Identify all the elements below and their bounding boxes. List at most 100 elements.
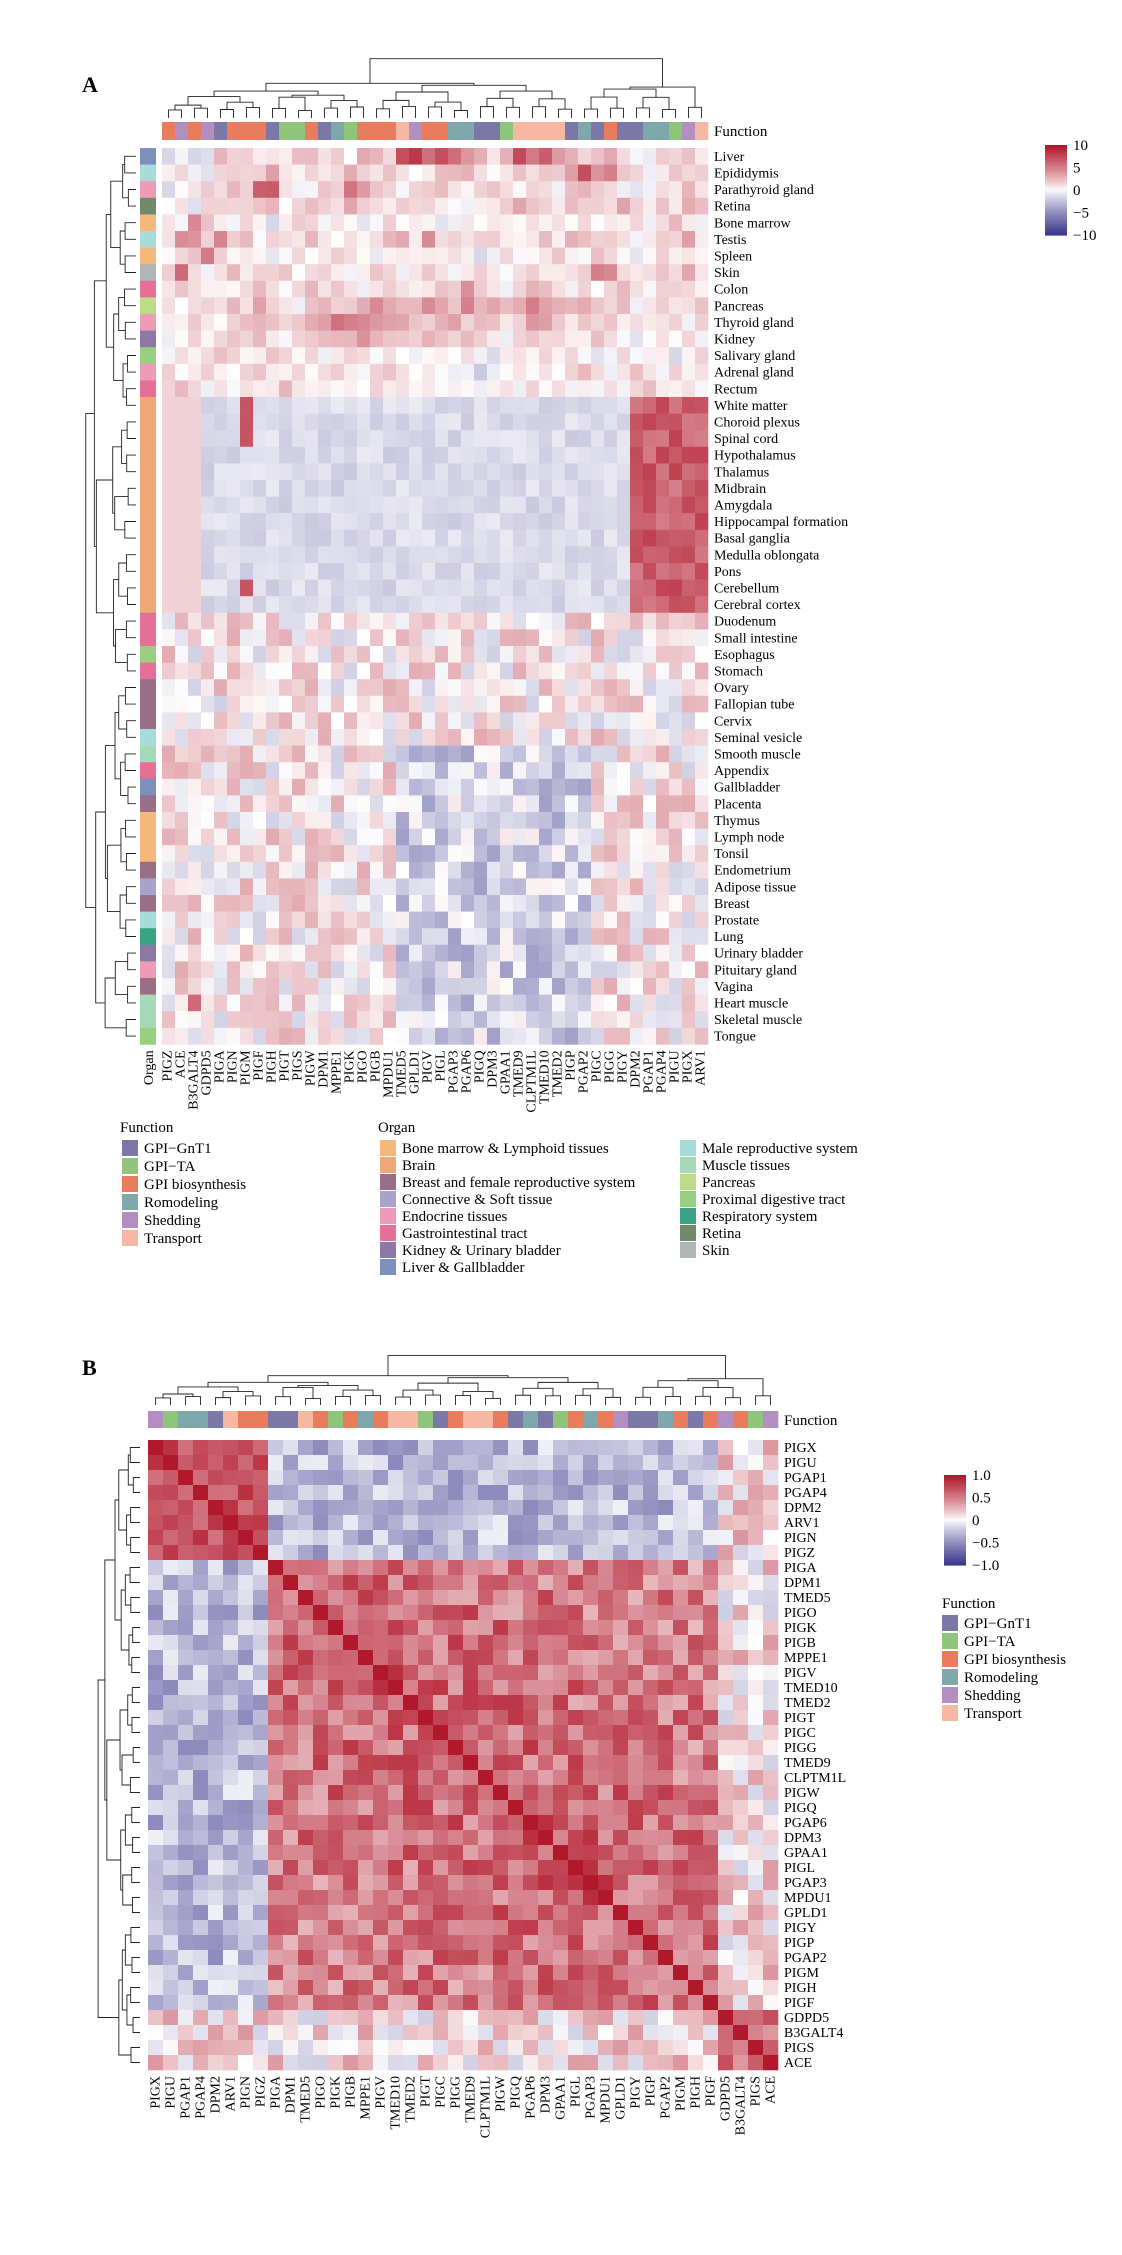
heatmap-cell [396,280,410,298]
heatmap-cell [508,1635,524,1651]
heatmap-cell [448,778,462,796]
heatmap-cell [305,895,319,912]
heatmap-cell [214,812,228,829]
heatmap-cell [328,1755,344,1771]
heatmap-cell [748,1800,764,1816]
heatmap-cell [526,480,540,497]
heatmap-cell [568,1545,584,1561]
heatmap-cell [422,496,436,514]
heatmap-cell [568,2010,584,2026]
heatmap-cell [162,695,176,713]
heatmap-cell [448,1785,464,1801]
heatmap-cell [163,1515,179,1531]
heatmap-cell [331,845,345,863]
heatmap-cell [253,2010,269,2026]
heatmap-cell [240,1027,254,1045]
row-label: Kidney [714,333,755,348]
heatmap-cell [175,994,189,1012]
heatmap-cell [279,612,293,630]
heatmap-cell [344,363,358,381]
heatmap-cell [318,496,332,514]
heatmap-cell [763,1635,779,1651]
row-label: GDPD5 [784,2011,829,2026]
heatmap-cell [357,944,371,962]
heatmap-cell [630,413,644,431]
heatmap-cell [201,1011,215,1029]
heatmap-cell [253,1530,269,1546]
column-label: PIGN [226,1050,241,1083]
heatmap-cell [433,1980,449,1996]
heatmap-cell [279,347,293,365]
heatmap-cell [513,629,527,647]
heatmap-cell [613,1905,629,1921]
heatmap-cell [553,1530,569,1546]
heatmap-cell [148,1635,164,1651]
heatmap-cell [513,181,527,199]
heatmap-cell [448,895,462,912]
heatmap-cell [591,662,605,680]
heatmap-cell [598,2040,614,2056]
heatmap-cell [513,695,527,713]
heatmap-cell [313,1815,329,1831]
heatmap-cell [240,729,254,746]
heatmap-cell [583,1635,599,1651]
heatmap-cell [279,695,293,713]
heatmap-cell [305,861,319,879]
heatmap-cell [448,1605,464,1621]
heatmap-cell [283,1635,299,1651]
heatmap-cell [188,247,202,265]
heatmap-cell [613,1635,629,1651]
heatmap-cell [175,895,189,912]
heatmap-cell [643,646,657,663]
heatmap-cell [718,1755,734,1771]
heatmap-cell [513,247,527,265]
heatmap-cell [578,148,592,165]
heatmap-cell [474,563,488,580]
heatmap-cell [298,1605,314,1621]
heatmap-cell [331,911,345,929]
heatmap-cell [403,1440,419,1456]
heatmap-cell [748,1770,764,1786]
heatmap-cell [214,430,228,448]
heatmap-cell [318,280,332,298]
heatmap-cell [403,1920,419,1936]
heatmap-cell [643,1755,659,1771]
heatmap-cell [227,264,241,282]
row-label: White matter [714,399,788,414]
heatmap-cell [539,994,553,1012]
heatmap-cell [238,1500,254,1516]
heatmap-cell [463,1905,479,1921]
dendrogram-branch [291,94,345,101]
heatmap-cell [435,778,449,796]
legend-item-label: Endocrine tissues [402,1209,508,1225]
heatmap-cell [178,1755,194,1771]
heatmap-cell [279,148,293,165]
heatmap-cell [318,646,332,663]
dendrogram-branch [126,421,136,439]
heatmap-cell [568,1830,584,1846]
heatmap-cell [373,1590,389,1606]
heatmap-cell [474,845,488,863]
heatmap-cell [208,2010,224,2026]
heatmap-cell [238,1950,254,1966]
heatmap-cell [604,347,618,365]
heatmap-cell [526,679,540,697]
heatmap-cell [552,762,566,780]
heatmap-cell [526,812,540,829]
dendrogram-branch [132,1477,140,1493]
function-annotation-cell [396,122,410,140]
heatmap-cell [175,729,189,746]
heatmap-cell [463,1740,479,1756]
heatmap-cell [763,1620,779,1636]
organ-annotation-cell [140,380,156,398]
function-annotation-cell [253,122,267,140]
heatmap-cell [656,729,670,746]
heatmap-cell [474,762,488,780]
heatmap-cell [331,413,345,431]
heatmap-cell [358,1530,374,1546]
heatmap-cell [613,1770,629,1786]
heatmap-cell [448,679,462,697]
heatmap-cell [493,2010,509,2026]
row-label: PGAP2 [784,1951,827,1966]
heatmap-cell [223,1785,239,1801]
